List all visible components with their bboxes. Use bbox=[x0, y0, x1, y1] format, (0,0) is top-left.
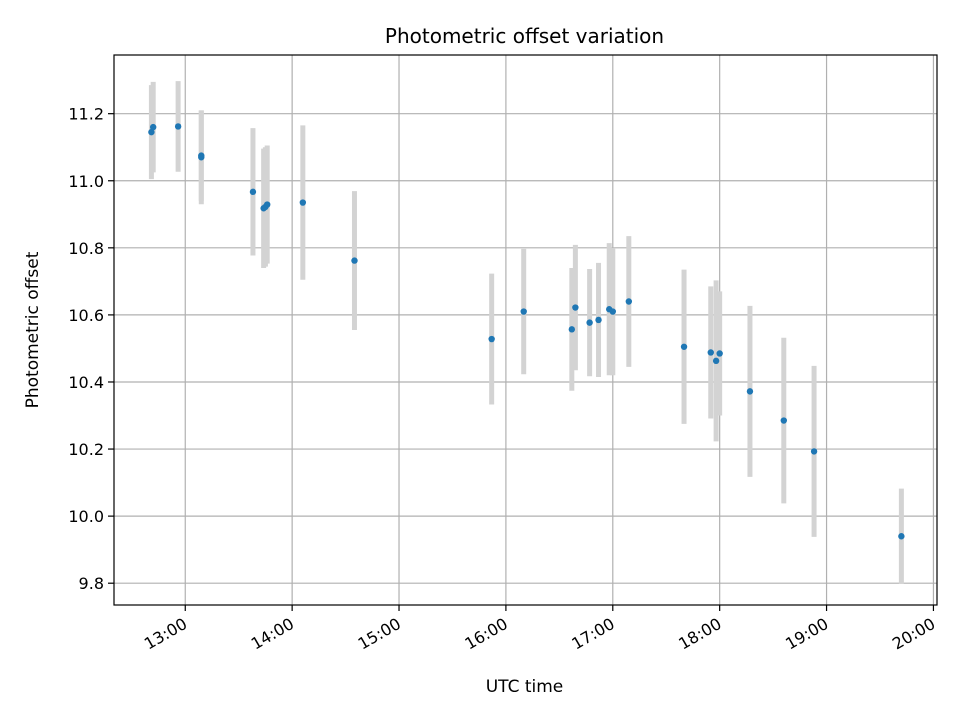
data-point bbox=[595, 316, 602, 324]
data-point bbox=[351, 257, 358, 264]
data-points bbox=[148, 123, 905, 540]
data-point bbox=[609, 308, 616, 315]
data-point bbox=[174, 123, 182, 130]
x-axis-label: UTC time bbox=[486, 677, 564, 697]
data-point bbox=[299, 199, 307, 206]
y-tick-label: 10.2 bbox=[68, 440, 104, 459]
data-point bbox=[572, 304, 579, 311]
data-point bbox=[898, 533, 905, 540]
y-tick-label: 9.8 bbox=[79, 574, 104, 593]
data-point bbox=[586, 319, 593, 326]
y-axis-label: Photometric offset bbox=[23, 251, 43, 408]
data-point bbox=[263, 201, 271, 208]
y-axis: 9.8 10.0 10.2 10.4 10.6 10.8 11.0 11.2 bbox=[68, 105, 114, 593]
y-tick-label: 10.6 bbox=[68, 306, 104, 325]
data-point bbox=[520, 308, 527, 315]
data-point bbox=[712, 357, 720, 365]
data-point bbox=[488, 335, 495, 343]
data-point bbox=[780, 417, 788, 424]
y-tick-label: 10.0 bbox=[68, 507, 104, 526]
data-point bbox=[249, 188, 257, 196]
data-point bbox=[568, 326, 576, 333]
chart-title: Photometric offset variation bbox=[385, 24, 664, 48]
data-point bbox=[716, 350, 723, 357]
data-point bbox=[625, 298, 633, 305]
data-point bbox=[810, 448, 818, 455]
data-point bbox=[198, 152, 205, 159]
data-point bbox=[148, 128, 155, 136]
data-point bbox=[707, 349, 714, 356]
y-tick-label: 10.4 bbox=[68, 373, 104, 392]
data-point bbox=[680, 343, 688, 350]
y-tick-label: 11.2 bbox=[68, 105, 104, 124]
plot-frame bbox=[113, 54, 938, 606]
data-point bbox=[746, 388, 754, 395]
y-tick-label: 10.8 bbox=[68, 239, 104, 258]
data-point bbox=[149, 123, 157, 131]
y-tick-label: 11.0 bbox=[68, 172, 104, 191]
